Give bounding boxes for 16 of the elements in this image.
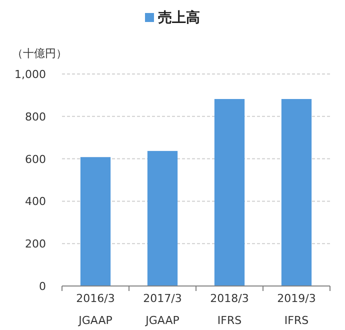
x-tick-label: 2016/3 JGAAP: [76, 292, 115, 327]
x-tick-label: 2019/3 IFRS: [277, 292, 316, 327]
bar: [147, 150, 178, 286]
y-tick-label: 1,000: [14, 68, 46, 81]
y-tick-label: 400: [25, 195, 46, 208]
y-tick-label: 600: [25, 152, 46, 166]
bar: [80, 157, 111, 286]
legend-label: 売上高: [158, 9, 200, 26]
x-tick-label: 2018/3 IFRS: [210, 292, 249, 327]
bar: [214, 99, 245, 286]
y-tick-label: 200: [25, 238, 46, 251]
bar: [281, 99, 312, 286]
x-tick-label: 2017/3 JGAAP: [143, 292, 182, 327]
y-axis-title: （十億円）: [12, 47, 67, 60]
y-tick-label: 0: [39, 280, 46, 293]
y-tick-label: 800: [25, 110, 46, 124]
